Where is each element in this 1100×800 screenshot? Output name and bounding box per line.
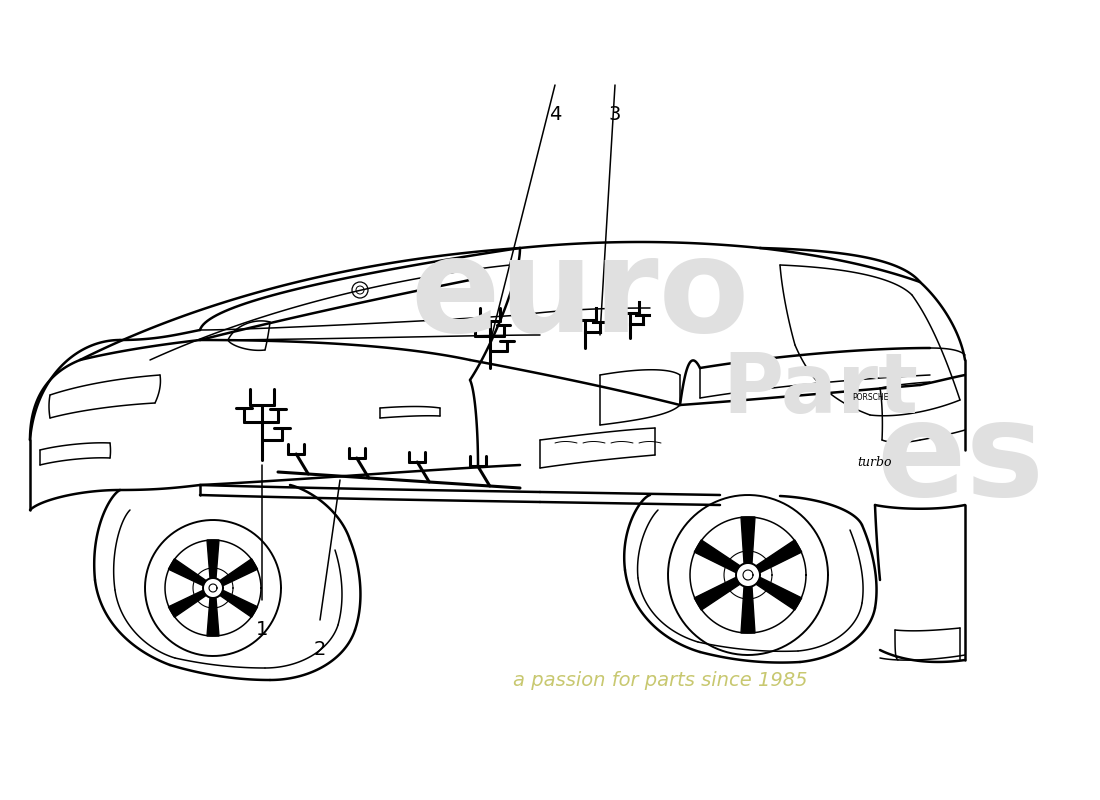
Polygon shape (168, 590, 206, 617)
Polygon shape (757, 578, 802, 610)
Text: euro: euro (410, 231, 749, 358)
Text: 3: 3 (608, 105, 622, 124)
Text: 1: 1 (256, 620, 268, 639)
Text: 4: 4 (549, 105, 561, 124)
Polygon shape (741, 587, 755, 633)
Polygon shape (694, 540, 739, 573)
Polygon shape (168, 559, 206, 586)
Polygon shape (207, 540, 219, 578)
Polygon shape (757, 540, 802, 573)
Polygon shape (220, 559, 257, 586)
Text: Part: Part (722, 350, 918, 430)
Polygon shape (207, 598, 219, 636)
Text: turbo: turbo (858, 455, 892, 469)
Polygon shape (741, 517, 755, 563)
Text: PORSCHE: PORSCHE (851, 393, 888, 402)
Polygon shape (694, 578, 739, 610)
Text: es: es (876, 397, 1044, 523)
Text: a passion for parts since 1985: a passion for parts since 1985 (513, 670, 807, 690)
Text: 2: 2 (314, 640, 327, 659)
Polygon shape (220, 590, 257, 617)
